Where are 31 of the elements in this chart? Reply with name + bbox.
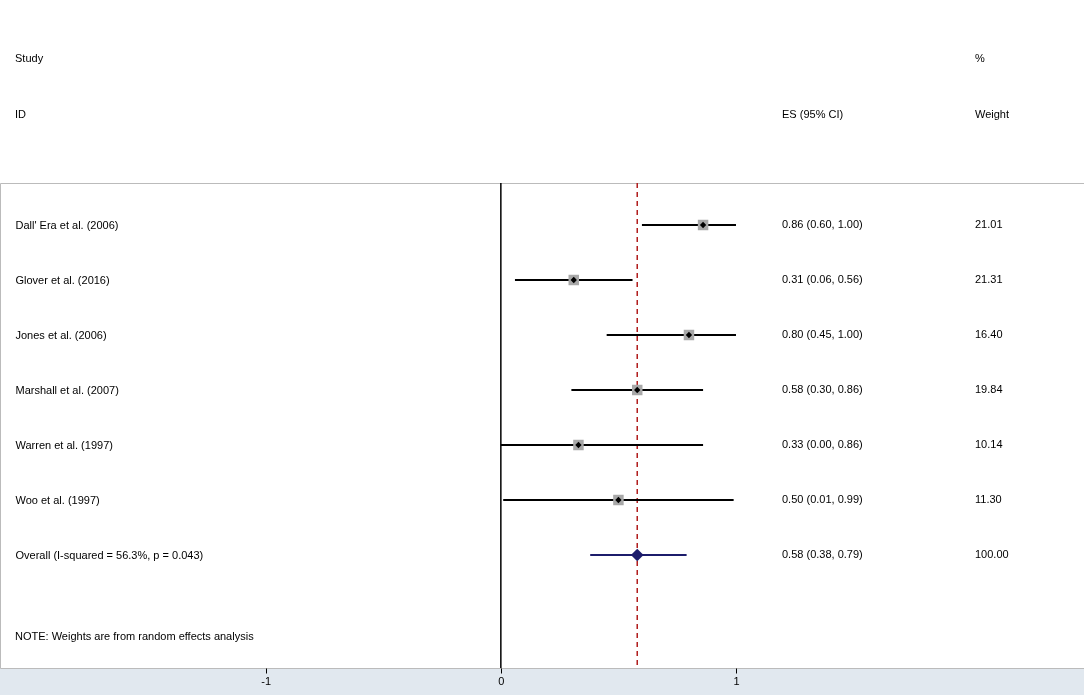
x-tick-label: -1: [261, 674, 272, 687]
annotation: 0.31 (0.06, 0.56): [782, 273, 863, 285]
annotation: 0.86 (0.60, 1.00): [782, 218, 863, 230]
point: [630, 548, 644, 562]
annotation: 0.33 (0.00, 0.86): [782, 438, 863, 450]
annotation: 0.80 (0.45, 1.00): [782, 328, 863, 340]
y-tick-label: Warren et al. (1997): [15, 438, 113, 451]
annotation: 100.00: [975, 548, 1009, 560]
annotation: 0.58 (0.30, 0.86): [782, 383, 863, 395]
text: NOTE: Weights are from random effects analysis: [15, 630, 255, 642]
y-tick-label: Dall' Era et al. (2006): [15, 218, 119, 231]
y-tick-label: Woo et al. (1997): [15, 493, 100, 506]
y-tick-label: Jones et al. (2006): [15, 328, 107, 341]
annotation: 0.58 (0.38, 0.79): [782, 548, 863, 560]
x-tick-label: 1: [733, 674, 740, 687]
text: %: [975, 52, 985, 64]
y-tick-label: Marshall et al. (2007): [15, 383, 119, 396]
annotation: 0.50 (0.01, 0.99): [782, 493, 863, 505]
annotation: 11.30: [975, 493, 1002, 505]
text: ES (95% CI): [782, 108, 844, 120]
annotation: 21.01: [975, 218, 1003, 230]
text: Study: [15, 52, 44, 64]
text: ID: [15, 108, 27, 120]
x-tick-label: 0: [498, 674, 505, 687]
annotation: 21.31: [975, 273, 1003, 285]
text: Weight: [975, 108, 1010, 120]
annotation: 10.14: [975, 438, 1003, 450]
annotation: 16.40: [975, 328, 1003, 340]
annotation: 19.84: [975, 383, 1003, 395]
y-tick-label: Overall (I-squared = 56.3%, p = 0.043): [15, 548, 204, 561]
y-tick-label: Glover et al. (2016): [15, 273, 110, 286]
